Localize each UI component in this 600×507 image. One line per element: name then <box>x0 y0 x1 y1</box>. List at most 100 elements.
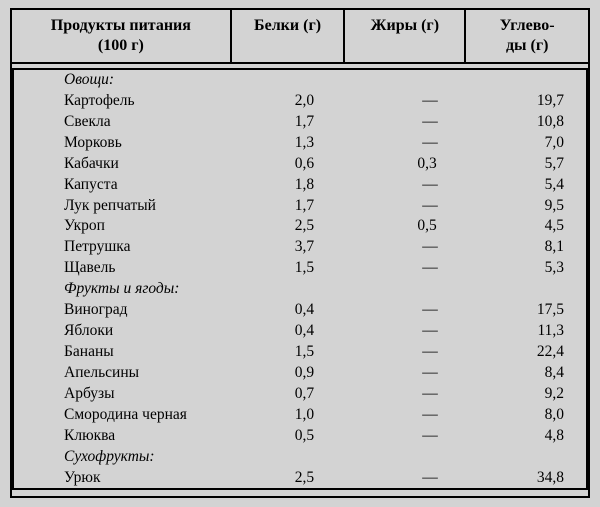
cell-fat: 0,3 <box>354 154 477 175</box>
cell-name: Щавель <box>13 258 236 279</box>
section-fruit: Фрукты и ягоды: <box>13 279 587 300</box>
cell-protein: 1,7 <box>236 112 354 133</box>
section-veg: Овощи: <box>13 69 587 91</box>
table-row: Картофель2,0—19,7 <box>13 91 587 112</box>
cell-name: Виноград <box>13 300 236 321</box>
cell-fat: — <box>354 258 477 279</box>
cell-carb: 10,8 <box>477 112 587 133</box>
cell-name: Петрушка <box>13 237 236 258</box>
header-carb-l1: Углево- <box>500 17 555 34</box>
cell-fat: 0,5 <box>354 216 477 237</box>
cell-name: Клюква <box>13 426 236 447</box>
table-row: Кабачки0,60,35,7 <box>13 154 587 175</box>
table-row: Морковь1,3—7,0 <box>13 133 587 154</box>
cell-protein: 0,9 <box>236 363 354 384</box>
section-dried: Сухофрукты: <box>13 447 587 468</box>
header-row: Продукты питания (100 г) Белки (г) Жиры … <box>11 9 589 63</box>
cell-protein: 0,4 <box>236 321 354 342</box>
cell-carb: 11,3 <box>477 321 587 342</box>
cell-protein: 1,5 <box>236 258 354 279</box>
cell-fat: — <box>354 133 477 154</box>
cell-name: Смородина черная <box>13 405 236 426</box>
section-dried-label: Сухофрукты: <box>13 447 236 468</box>
cell-fat: — <box>354 468 477 490</box>
inner-table: Овощи: Картофель2,0—19,7 Свекла1,7—10,8 … <box>12 68 588 490</box>
table-row: Смородина черная1,0—8,0 <box>13 405 587 426</box>
cell-carb: 34,8 <box>477 468 587 490</box>
cell-protein: 1,0 <box>236 405 354 426</box>
cell-fat: — <box>354 426 477 447</box>
cell-fat: — <box>354 175 477 196</box>
cell-carb: 7,0 <box>477 133 587 154</box>
table-row: Клюква0,5—4,8 <box>13 426 587 447</box>
cell-carb: 9,2 <box>477 384 587 405</box>
cell-fat: — <box>354 405 477 426</box>
cell-name: Свекла <box>13 112 236 133</box>
cell-protein: 0,6 <box>236 154 354 175</box>
cell-protein: 1,8 <box>236 175 354 196</box>
cell-protein: 1,7 <box>236 196 354 217</box>
cell-fat: — <box>354 342 477 363</box>
section-fruit-label: Фрукты и ягоды: <box>13 279 236 300</box>
cell-protein: 1,5 <box>236 342 354 363</box>
section-veg-label: Овощи: <box>13 69 236 91</box>
cell-carb: 8,1 <box>477 237 587 258</box>
cell-carb: 8,0 <box>477 405 587 426</box>
cell-fat: — <box>354 237 477 258</box>
header-carb-l2: ды (г) <box>506 37 549 54</box>
cell-carb: 5,7 <box>477 154 587 175</box>
table-row: Свекла1,7—10,8 <box>13 112 587 133</box>
cell-fat: — <box>354 321 477 342</box>
nutrition-table: Продукты питания (100 г) Белки (г) Жиры … <box>10 8 590 498</box>
header-product-l1: Продукты питания <box>51 17 191 34</box>
cell-name: Бананы <box>13 342 236 363</box>
cell-protein: 0,5 <box>236 426 354 447</box>
header-fat: Жиры (г) <box>344 9 465 63</box>
cell-carb: 17,5 <box>477 300 587 321</box>
cell-fat: — <box>354 112 477 133</box>
cell-fat: — <box>354 196 477 217</box>
table-row: Апельсины0,9—8,4 <box>13 363 587 384</box>
cell-fat: — <box>354 384 477 405</box>
header-product: Продукты питания (100 г) <box>11 9 231 63</box>
table-row: Петрушка3,7—8,1 <box>13 237 587 258</box>
cell-carb: 4,8 <box>477 426 587 447</box>
cell-name: Яблоки <box>13 321 236 342</box>
cell-fat: — <box>354 91 477 112</box>
cell-name: Лук репчатый <box>13 196 236 217</box>
table-row: Арбузы0,7—9,2 <box>13 384 587 405</box>
cell-name: Картофель <box>13 91 236 112</box>
cell-protein: 2,5 <box>236 216 354 237</box>
table-row: Яблоки0,4—11,3 <box>13 321 587 342</box>
cell-protein: 3,7 <box>236 237 354 258</box>
cell-carb: 4,5 <box>477 216 587 237</box>
cell-name: Арбузы <box>13 384 236 405</box>
cell-fat: — <box>354 363 477 384</box>
cell-name: Апельсины <box>13 363 236 384</box>
table-body: Овощи: Картофель2,0—19,7 Свекла1,7—10,8 … <box>11 63 589 497</box>
table-row: Урюк2,5—34,8 <box>13 468 587 490</box>
cell-name: Морковь <box>13 133 236 154</box>
table-row: Щавель1,5—5,3 <box>13 258 587 279</box>
cell-fat: — <box>354 300 477 321</box>
cell-carb: 9,5 <box>477 196 587 217</box>
cell-carb: 22,4 <box>477 342 587 363</box>
cell-protein: 1,3 <box>236 133 354 154</box>
cell-carb: 8,4 <box>477 363 587 384</box>
cell-protein: 2,0 <box>236 91 354 112</box>
cell-protein: 0,4 <box>236 300 354 321</box>
table-row: Укроп2,50,54,5 <box>13 216 587 237</box>
table-row: Виноград0,4—17,5 <box>13 300 587 321</box>
table-row: Лук репчатый1,7—9,5 <box>13 196 587 217</box>
header-product-l2: (100 г) <box>98 37 144 54</box>
cell-name: Урюк <box>13 468 236 490</box>
cell-name: Капуста <box>13 175 236 196</box>
cell-name: Кабачки <box>13 154 236 175</box>
table-row: Капуста1,8—5,4 <box>13 175 587 196</box>
cell-protein: 0,7 <box>236 384 354 405</box>
cell-carb: 5,3 <box>477 258 587 279</box>
cell-protein: 2,5 <box>236 468 354 490</box>
cell-name: Укроп <box>13 216 236 237</box>
header-carb: Углево- ды (г) <box>465 9 589 63</box>
cell-carb: 19,7 <box>477 91 587 112</box>
